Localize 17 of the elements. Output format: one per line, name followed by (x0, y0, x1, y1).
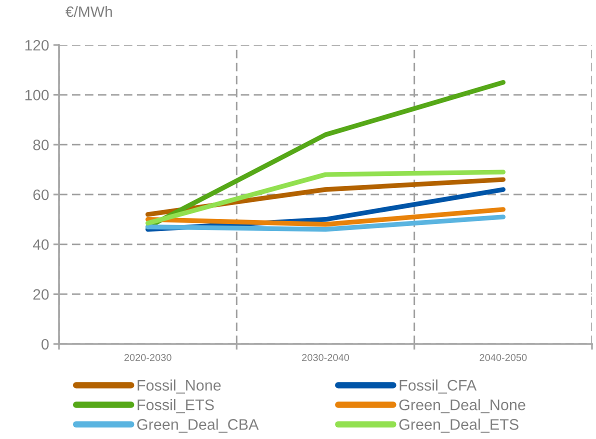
y-tick-label: 20 (33, 289, 49, 300)
y-tick-label: 100 (25, 90, 49, 100)
legend-label: Fossil_ETS (138, 399, 214, 414)
y-axis-title: €/MWh (66, 6, 112, 18)
y-tick-label: 80 (33, 140, 49, 150)
x-tick-label: 2030-2040 (302, 354, 350, 362)
y-tick-label: 40 (32, 239, 49, 250)
legend-label: Green_Deal_CBA (137, 418, 259, 433)
y-tick-label: 0 (42, 338, 49, 350)
legend-label: Fossil_None (138, 379, 221, 394)
y-tick-label: 120 (25, 40, 49, 51)
x-tick-label: 2020-2030 (124, 354, 172, 362)
legend-label: Green_Deal_None (399, 399, 526, 414)
legend-label: Fossil_CFA (400, 379, 477, 394)
y-tick-label: 60 (33, 189, 49, 200)
legend-label: Green_Deal_ETS (399, 418, 518, 433)
x-tick-label: 2040-2050 (480, 354, 527, 362)
